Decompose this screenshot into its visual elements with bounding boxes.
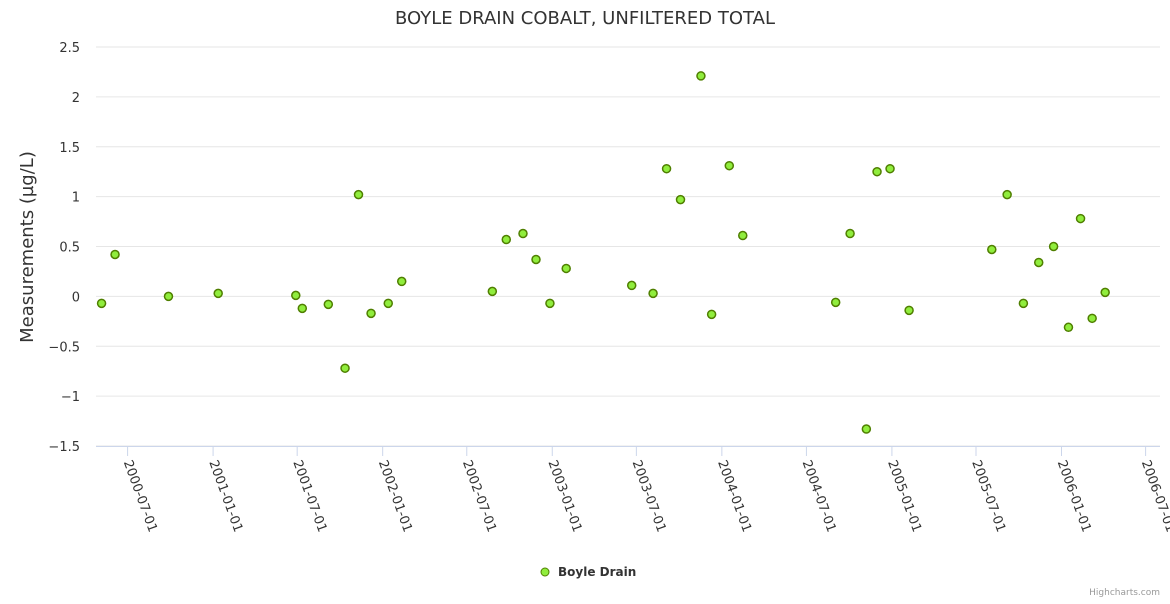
data-point[interactable]	[340, 363, 350, 373]
y-axis-tick-labels: −1.5 −1 −0.5 0 0.5 1 1.5 2 2.5	[48, 41, 80, 455]
data-point[interactable]	[163, 291, 174, 302]
data-point[interactable]	[501, 234, 512, 245]
data-point[interactable]	[1018, 298, 1029, 309]
data-point[interactable]	[297, 303, 308, 314]
data-point[interactable]	[648, 288, 658, 299]
data-point[interactable]	[487, 286, 498, 297]
data-point[interactable]	[987, 244, 997, 255]
data-point[interactable]	[323, 299, 334, 310]
data-point[interactable]	[1002, 189, 1012, 200]
y-tick-label: −0.5	[48, 340, 80, 355]
y-tick-label: −1.5	[48, 440, 80, 455]
y-tick-label: −1	[61, 390, 80, 405]
data-point[interactable]	[396, 276, 407, 287]
y-tick-label: 1.5	[59, 141, 80, 156]
data-point[interactable]	[1075, 213, 1086, 224]
y-tick-label: 2	[72, 91, 80, 106]
data-point[interactable]	[626, 280, 637, 291]
data-point[interactable]	[1100, 287, 1110, 298]
data-point[interactable]	[661, 163, 672, 174]
chart-title: BOYLE DRAIN COBALT, UNFILTERED TOTAL	[395, 8, 775, 29]
y-axis-label: Measurements (µg/L)	[17, 151, 38, 343]
data-point[interactable]	[545, 298, 555, 309]
data-point[interactable]	[531, 254, 541, 265]
data-point[interactable]	[1033, 257, 1044, 268]
data-point[interactable]	[706, 309, 717, 320]
data-point[interactable]	[1048, 241, 1059, 252]
data-point[interactable]	[738, 230, 748, 241]
data-point[interactable]	[885, 163, 895, 174]
data-point[interactable]	[872, 166, 882, 177]
data-point[interactable]	[213, 288, 223, 299]
data-point[interactable]	[561, 263, 571, 274]
data-point[interactable]	[366, 308, 376, 319]
data-point[interactable]	[96, 298, 107, 309]
y-tick-label: 0	[72, 290, 80, 305]
data-point[interactable]	[861, 424, 872, 434]
data-point[interactable]	[675, 194, 686, 205]
data-point[interactable]	[353, 189, 364, 200]
y-tick-label: 1	[72, 191, 80, 206]
data-point[interactable]	[1063, 322, 1074, 333]
data-point[interactable]	[518, 228, 528, 239]
data-point[interactable]	[830, 297, 841, 308]
legend-marker	[540, 567, 550, 577]
data-point[interactable]	[110, 249, 120, 260]
data-point[interactable]	[291, 290, 301, 301]
data-point[interactable]	[1087, 313, 1097, 324]
legend[interactable]: Boyle Drain	[540, 565, 636, 579]
legend-label[interactable]: Boyle Drain	[558, 565, 636, 579]
data-point[interactable]	[845, 228, 855, 239]
data-point[interactable]	[696, 71, 706, 81]
y-tick-label: 2.5	[59, 41, 80, 56]
data-point[interactable]	[904, 305, 914, 316]
series-boyle-drain[interactable]	[96, 71, 1170, 434]
data-point[interactable]	[383, 298, 394, 309]
data-point[interactable]	[724, 160, 735, 171]
y-tick-label: 0.5	[59, 241, 80, 256]
credits-link[interactable]: Highcharts.com	[1089, 588, 1160, 598]
